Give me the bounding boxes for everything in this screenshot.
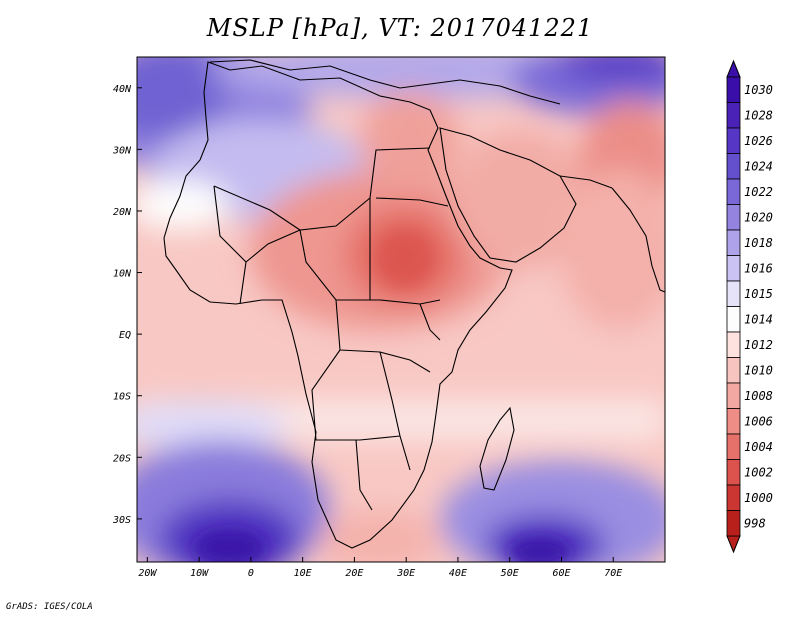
colorbar-label: 1014: [744, 312, 773, 326]
y-tick-label: 40N: [113, 84, 132, 95]
x-tick-label: 10W: [190, 568, 209, 579]
pressure-field: [137, 57, 665, 562]
colorbar-swatch: [726, 280, 741, 307]
map-frame: [136, 56, 666, 563]
map-title: MSLP [hPa], VT: 2017041221: [206, 14, 594, 42]
y-tick-label: 20N: [113, 207, 132, 218]
colorbar-swatch: [726, 153, 741, 180]
colorbar-swatch: [726, 510, 741, 537]
y-tick-label: 30N: [112, 145, 132, 156]
y-axis: 40N 30N 20N 10N EQ 10S 20S 30S: [112, 84, 142, 526]
colorbar-label: 1016: [744, 261, 773, 275]
colorbar-swatch: [726, 484, 741, 511]
x-tick-label: 20W: [138, 568, 157, 579]
x-tick-label: 50E: [501, 568, 519, 579]
colorbar-label: 1024: [744, 159, 773, 173]
x-axis: 20W 10W 0 10E 20E 30E 40E 50E 60E 70E: [138, 557, 622, 579]
x-tick-label: 60E: [552, 568, 570, 579]
colorbar-swatch: [726, 306, 741, 333]
colorbar-label: 1020: [744, 210, 773, 224]
colorbar-swatch: [726, 127, 741, 154]
colorbar-swatch: [726, 178, 741, 205]
colorbar-label: 1022: [744, 185, 773, 199]
colorbar-label: 1002: [744, 465, 773, 479]
colorbar: 1030 1028 1026 1024 1022 1020 1018 1016 1015 1014…: [726, 59, 773, 554]
colorbar-swatch: [726, 459, 741, 486]
x-tick-label: 20E: [345, 568, 363, 579]
colorbar-label: 1028: [744, 108, 773, 122]
coastlines: [163, 59, 665, 549]
colorbar-label: 1010: [744, 363, 773, 377]
colorbar-label: 1012: [744, 338, 773, 352]
colorbar-bottom-arrow: [726, 535, 741, 554]
x-tick-label: 70E: [604, 568, 622, 579]
colorbar-label: 1008: [744, 389, 773, 403]
colorbar-swatch: [726, 382, 741, 409]
colorbar-swatch: [726, 408, 741, 435]
colorbar-label: 1004: [744, 440, 773, 454]
colorbar-label: 1030: [744, 83, 773, 97]
colorbar-swatch: [726, 204, 741, 231]
colorbar-swatch: [726, 102, 741, 129]
colorbar-label: 1006: [744, 414, 773, 428]
colorbar-label: 1026: [744, 134, 773, 148]
colorbar-swatch: [726, 357, 741, 384]
x-tick-label: 10E: [294, 568, 312, 579]
colorbar-label: 1015: [744, 287, 773, 301]
colorbar-label: 1018: [744, 236, 773, 250]
colorbar-swatch: [726, 76, 741, 103]
colorbar-label: 1000: [744, 491, 773, 505]
y-tick-label: 10N: [113, 269, 132, 280]
x-tick-label: 40E: [449, 568, 467, 579]
y-tick-label: 10S: [113, 392, 131, 403]
y-tick-label: 20S: [113, 453, 131, 464]
colorbar-top-arrow: [726, 59, 741, 78]
y-tick-label: 30S: [112, 515, 131, 526]
colorbar-swatch: [726, 331, 741, 358]
colorbar-swatch: [726, 433, 741, 460]
y-tick-label: EQ: [119, 330, 131, 341]
colorbar-label: 998: [744, 516, 766, 530]
x-tick-label: 0: [248, 568, 254, 579]
colorbar-swatch: [726, 229, 741, 256]
x-tick-label: 30E: [396, 568, 415, 579]
colorbar-swatch: [726, 255, 741, 282]
grads-credit: GrADS: IGES/COLA: [6, 602, 93, 612]
